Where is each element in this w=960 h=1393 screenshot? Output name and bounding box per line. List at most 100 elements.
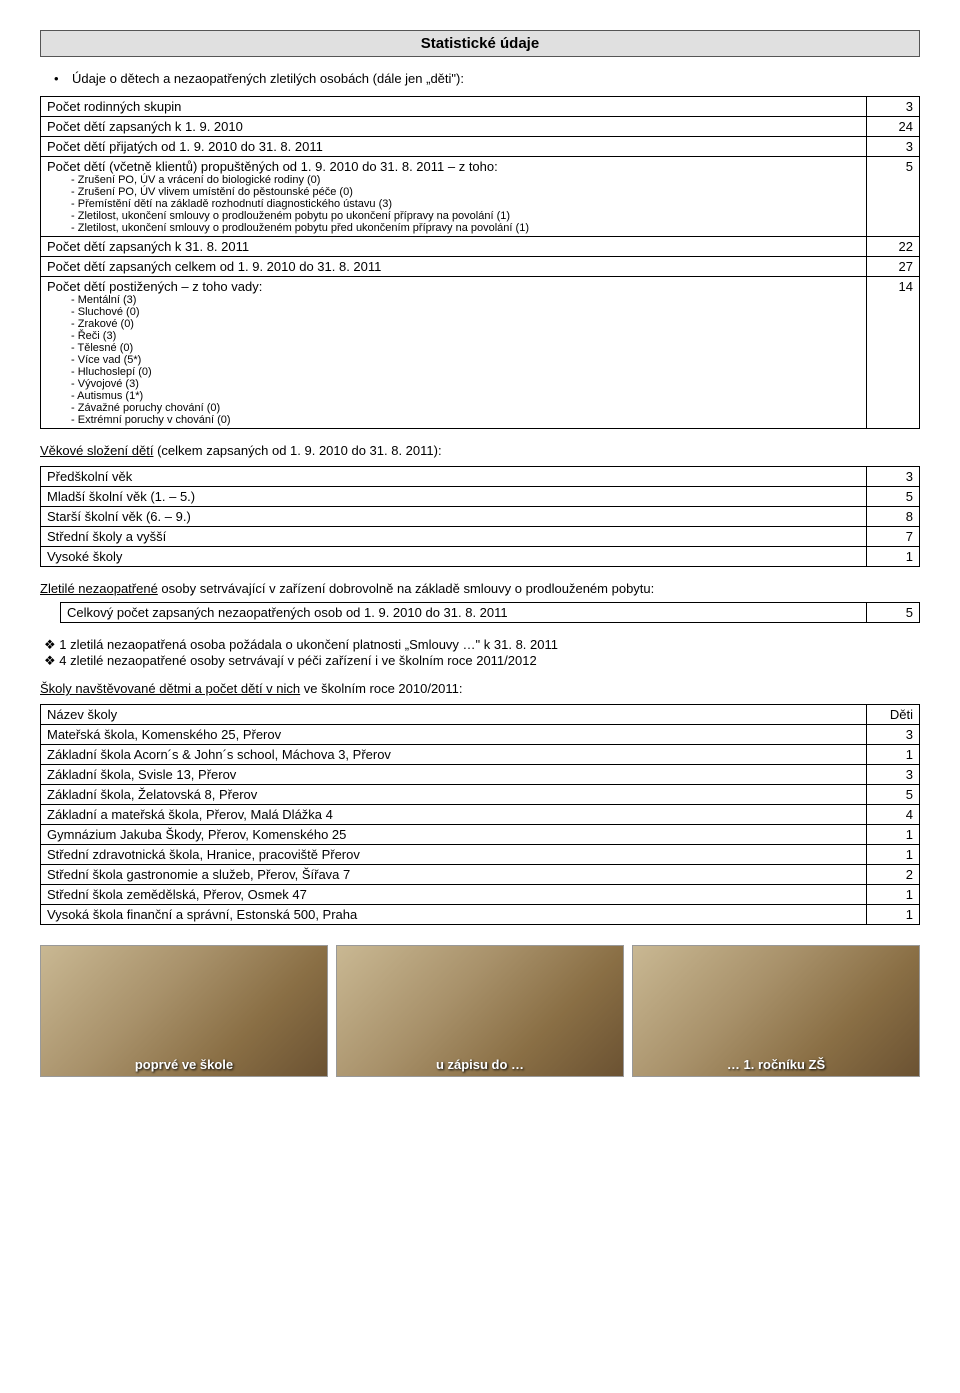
diamond-list: 1 zletilá nezaopatřená osoba požádala o … <box>40 637 920 669</box>
cell-label: Gymnázium Jakuba Škody, Přerov, Komenské… <box>41 825 867 845</box>
table-row: Počet dětí zapsaných k 31. 8. 201122 <box>41 237 920 257</box>
table-row: Mateřská škola, Komenského 25, Přerov3 <box>41 725 920 745</box>
photo: … 1. ročníku ZŠ <box>632 945 920 1077</box>
age-heading-u: Věkové složení dětí <box>40 443 153 458</box>
cell-value: 8 <box>867 507 920 527</box>
cell-value: 24 <box>867 117 920 137</box>
cell-value: 2 <box>867 865 920 885</box>
sublist-item: Tělesné (0) <box>71 342 860 354</box>
sublist-item: Autismus (1*) <box>71 390 860 402</box>
intro-bullet: •Údaje o dětech a nezaopatřených zletilý… <box>54 71 920 86</box>
age-heading: Věkové složení dětí (celkem zapsaných od… <box>40 443 920 458</box>
cell-label: Mladší školní věk (1. – 5.) <box>41 487 867 507</box>
cell-value: 22 <box>867 237 920 257</box>
cell-value: 3 <box>867 467 920 487</box>
sublist-item: Hluchoslepí (0) <box>71 366 860 378</box>
sublist-item: Závažné poruchy chování (0) <box>71 402 860 414</box>
cell-label: Počet dětí zapsaných k 1. 9. 2010 <box>41 117 867 137</box>
cell-label: Základní škola Acorn´s & John´s school, … <box>41 745 867 765</box>
schools-heading-u: Školy navštěvované dětmi a počet dětí v … <box>40 681 300 696</box>
table-main-stats: Počet rodinných skupin3Počet dětí zapsan… <box>40 96 920 429</box>
cell-label: Počet dětí (včetně klientů) propuštěných… <box>41 157 867 237</box>
cell-label: Předškolní věk <box>41 467 867 487</box>
photo: poprvé ve škole <box>40 945 328 1077</box>
cell-label: Počet dětí postižených – z toho vady:Men… <box>41 277 867 429</box>
table-row: Základní škola, Svisle 13, Přerov3 <box>41 765 920 785</box>
cell-label: Starší školní věk (6. – 9.) <box>41 507 867 527</box>
sublist-item: Řeči (3) <box>71 330 860 342</box>
sublist-item: Přemístění dětí na základě rozhodnutí di… <box>71 198 860 210</box>
table-row: Základní škola, Želatovská 8, Přerov5 <box>41 785 920 805</box>
cell-value: 7 <box>867 527 920 547</box>
table-row: Mladší školní věk (1. – 5.)5 <box>41 487 920 507</box>
sublist-item: Zrušení PO, ÚV vlivem umístění do pěstou… <box>71 186 860 198</box>
bullet-icon: • <box>54 71 72 86</box>
table-row: Střední zdravotnická škola, Hranice, pra… <box>41 845 920 865</box>
cell-label: Počet dětí přijatých od 1. 9. 2010 do 31… <box>41 137 867 157</box>
cell-value: 3 <box>867 765 920 785</box>
table-schools: Název školyDětiMateřská škola, Komenskéh… <box>40 704 920 925</box>
cell-value: 1 <box>867 745 920 765</box>
diamond-item: 4 zletilé nezaopatřené osoby setrvávají … <box>62 653 920 669</box>
table-age: Předškolní věk3Mladší školní věk (1. – 5… <box>40 466 920 567</box>
cell-value: 1 <box>867 547 920 567</box>
photo-caption: … 1. ročníku ZŠ <box>723 1053 829 1076</box>
page-title: Statistické údaje <box>40 30 920 57</box>
photo: u zápisu do … <box>336 945 624 1077</box>
sublist-item: Mentální (3) <box>71 294 860 306</box>
table-row: Počet dětí postižených – z toho vady:Men… <box>41 277 920 429</box>
table-row: Základní škola Acorn´s & John´s school, … <box>41 745 920 765</box>
adult-heading-rest: osoby setrvávající v zařízení dobrovolně… <box>158 581 654 596</box>
schools-heading: Školy navštěvované dětmi a počet dětí v … <box>40 681 920 696</box>
table-row: Vysoká škola finanční a správní, Estonsk… <box>41 905 920 925</box>
table-row: Vysoké školy1 <box>41 547 920 567</box>
cell-value: 5 <box>867 785 920 805</box>
table-row: Střední školy a vyšší7 <box>41 527 920 547</box>
sublist-item: Zletilost, ukončení smlouvy o prodloužen… <box>71 210 860 222</box>
sublist-item: Vývojové (3) <box>71 378 860 390</box>
cell-value: 1 <box>867 905 920 925</box>
cell-label: Vysoká škola finanční a správní, Estonsk… <box>41 905 867 925</box>
sublist-item: Více vad (5*) <box>71 354 860 366</box>
adult-heading: Zletilé nezaopatřené osoby setrvávající … <box>40 581 920 596</box>
cell-value: 1 <box>867 845 920 865</box>
cell-label: Mateřská škola, Komenského 25, Přerov <box>41 725 867 745</box>
diamond-item: 1 zletilá nezaopatřená osoba požádala o … <box>62 637 920 653</box>
header-cell-label: Název školy <box>41 705 867 725</box>
schools-heading-rest: ve školním roce 2010/2011: <box>300 681 462 696</box>
photo-caption: u zápisu do … <box>432 1053 528 1076</box>
table-row: Počet dětí (včetně klientů) propuštěných… <box>41 157 920 237</box>
cell-label: Vysoké školy <box>41 547 867 567</box>
table-row: Základní a mateřská škola, Přerov, Malá … <box>41 805 920 825</box>
table-row: Celkový počet zapsaných nezaopatřených o… <box>61 603 920 623</box>
table-row: Počet dětí přijatých od 1. 9. 2010 do 31… <box>41 137 920 157</box>
photo-caption: poprvé ve škole <box>131 1053 237 1076</box>
photo-row: poprvé ve škole u zápisu do … … 1. ročníku… <box>40 945 920 1077</box>
cell-value: 3 <box>867 725 920 745</box>
cell-value: 3 <box>867 97 920 117</box>
sublist: Zrušení PO, ÚV a vrácení do biologické r… <box>47 174 860 234</box>
sublist-item: Zrušení PO, ÚV a vrácení do biologické r… <box>71 174 860 186</box>
sublist-item: Extrémní poruchy v chování (0) <box>71 414 860 426</box>
cell-value: 27 <box>867 257 920 277</box>
cell-label: Střední škola zemědělská, Přerov, Osmek … <box>41 885 867 905</box>
table-row: Předškolní věk3 <box>41 467 920 487</box>
table-adults: Celkový počet zapsaných nezaopatřených o… <box>60 602 920 623</box>
cell-label: Počet rodinných skupin <box>41 97 867 117</box>
intro-text: Údaje o dětech a nezaopatřených zletilýc… <box>72 71 464 86</box>
table-header-row: Název školyDěti <box>41 705 920 725</box>
cell-label: Základní a mateřská škola, Přerov, Malá … <box>41 805 867 825</box>
table-row: Počet dětí zapsaných k 1. 9. 201024 <box>41 117 920 137</box>
adult-heading-u: Zletilé nezaopatřené <box>40 581 158 596</box>
cell-label: Střední školy a vyšší <box>41 527 867 547</box>
cell-label: Střední zdravotnická škola, Hranice, pra… <box>41 845 867 865</box>
cell-value: 5 <box>867 603 920 623</box>
cell-label: Základní škola, Želatovská 8, Přerov <box>41 785 867 805</box>
table-row: Střední škola gastronomie a služeb, Přer… <box>41 865 920 885</box>
cell-value: 5 <box>867 487 920 507</box>
header-cell-value: Děti <box>867 705 920 725</box>
table-row: Gymnázium Jakuba Škody, Přerov, Komenské… <box>41 825 920 845</box>
table-row: Střední škola zemědělská, Přerov, Osmek … <box>41 885 920 905</box>
sublist: Mentální (3)Sluchové (0)Zrakové (0)Řeči … <box>47 294 860 426</box>
cell-label: Základní škola, Svisle 13, Přerov <box>41 765 867 785</box>
